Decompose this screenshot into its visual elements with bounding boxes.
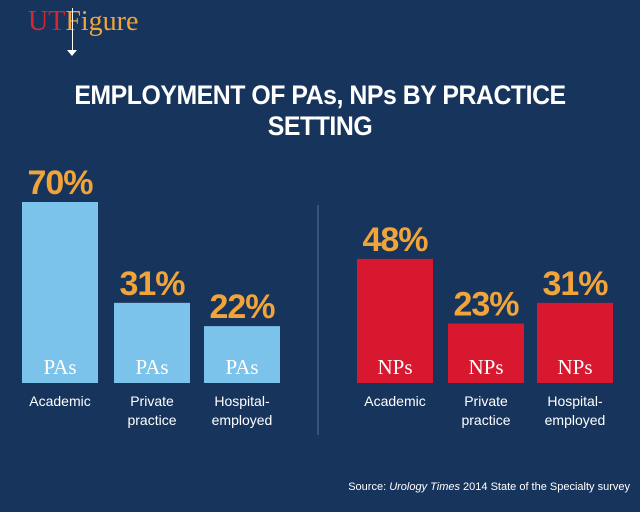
np-category-label-1-line-1: Academic xyxy=(364,393,425,409)
np-bar-text-2: NPs xyxy=(468,355,503,379)
logo-figure-text: Figure xyxy=(65,6,139,37)
pa-value-label-1: 70% xyxy=(27,164,93,202)
source-note: Source: Urology Times 2014 State of the … xyxy=(348,481,630,493)
np-bar-2 xyxy=(448,323,524,383)
source-publication: Urology Times xyxy=(389,481,460,493)
pa-category-label-3-line-1: Hospital- xyxy=(214,393,270,409)
logo-divider xyxy=(72,8,73,50)
ut-figure-logo: UTFigure xyxy=(28,6,138,38)
pa-category-label-2-line-2: practice xyxy=(127,412,176,428)
pa-bar-text-2: PAs xyxy=(135,355,168,379)
np-bar-1 xyxy=(357,258,433,383)
np-category-label-2-line-2: practice xyxy=(461,412,510,428)
pa-bar-text-3: PAs xyxy=(225,355,258,379)
pa-bar-1 xyxy=(22,202,98,383)
np-bar-text-3: NPs xyxy=(557,355,592,379)
np-value-label-2: 23% xyxy=(453,286,519,324)
pa-bar-3 xyxy=(204,326,280,383)
np-value-label-3: 31% xyxy=(542,265,608,303)
pa-category-label-2-line-1: Private xyxy=(130,393,174,409)
pa-bar-text-1: PAs xyxy=(43,355,76,379)
pa-value-label-2: 31% xyxy=(119,265,185,303)
np-category-label-3-line-2: employed xyxy=(545,412,606,428)
pa-value-label-3: 22% xyxy=(209,288,275,326)
source-prefix: Source: xyxy=(348,481,390,493)
pa-bar-2 xyxy=(114,302,190,383)
chart-title: EMPLOYMENT OF PAs, NPs BY PRACTICE SETTI… xyxy=(74,80,566,141)
logo-ut-text: UT xyxy=(28,6,66,37)
pa-category-label-1-line-1: Academic xyxy=(29,393,90,409)
np-bar-3 xyxy=(537,302,613,383)
np-category-label-3-line-1: Hospital- xyxy=(547,393,603,409)
pa-category-label-3-line-2: employed xyxy=(212,412,273,428)
source-suffix: 2014 State of the Specialty survey xyxy=(460,481,630,493)
logo-arrow-icon xyxy=(67,50,77,56)
np-value-label-1: 48% xyxy=(362,221,428,259)
np-category-label-2-line-1: Private xyxy=(464,393,508,409)
np-bar-text-1: NPs xyxy=(377,355,412,379)
